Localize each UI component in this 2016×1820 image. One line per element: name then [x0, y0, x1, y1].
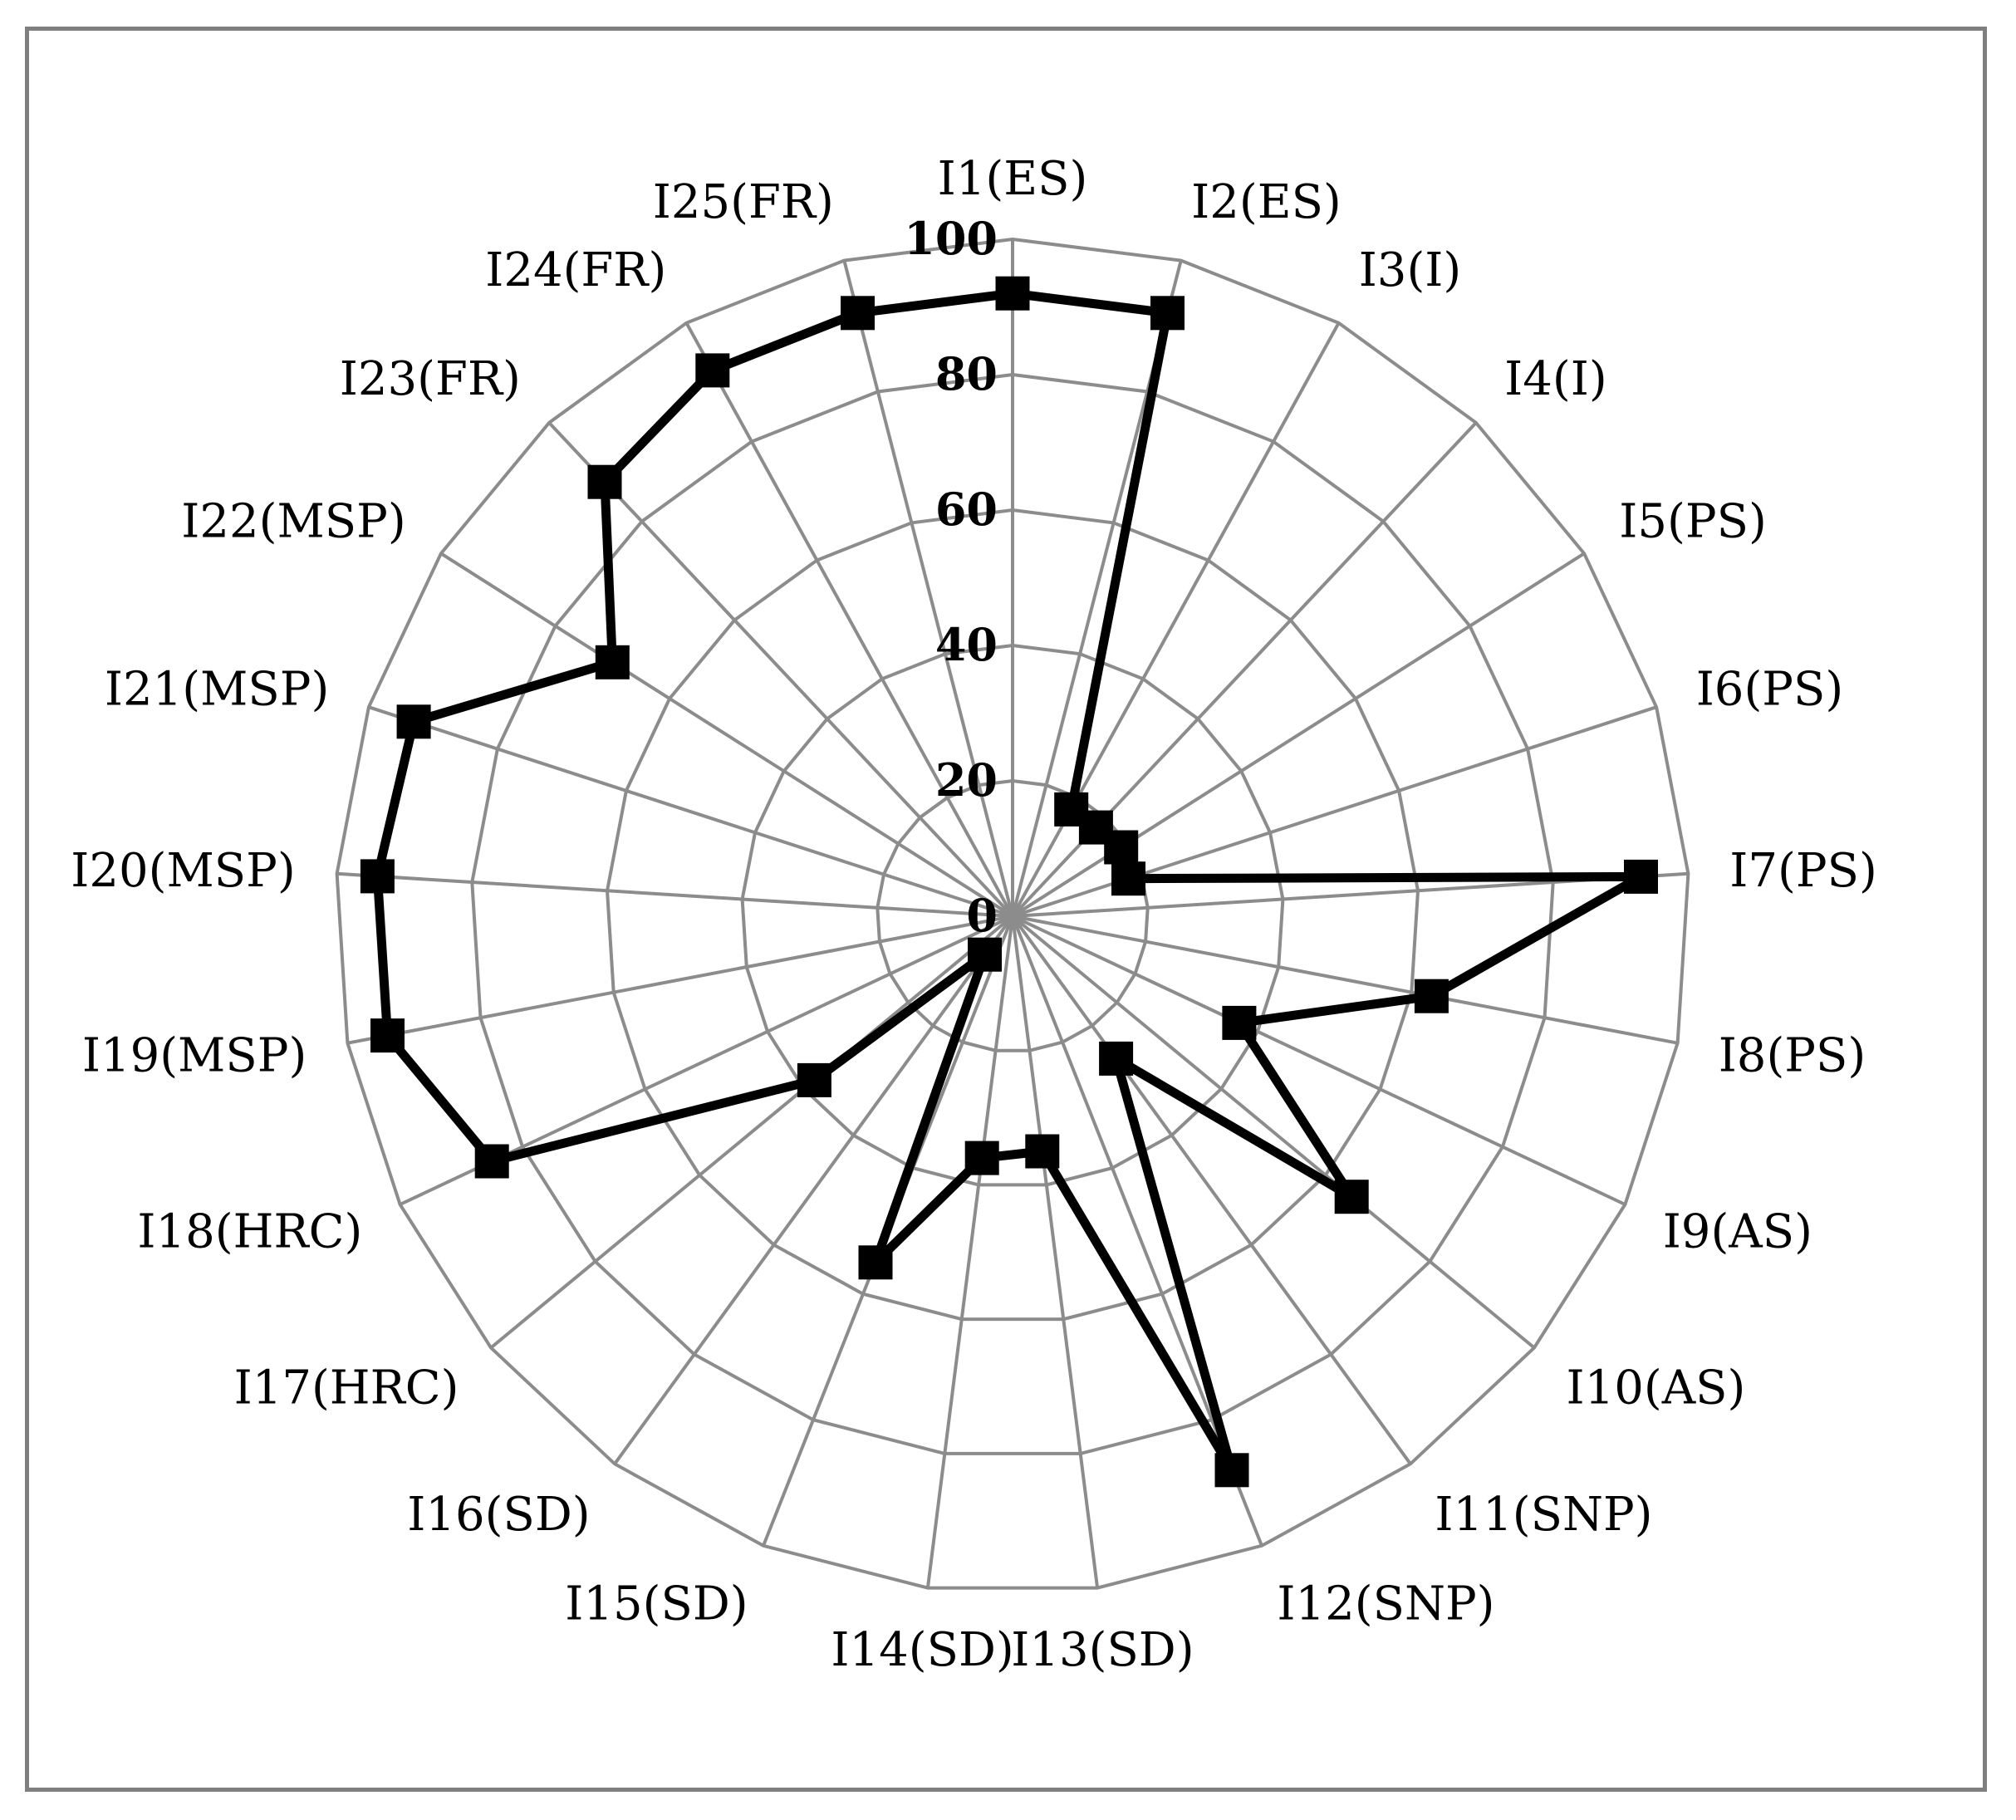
category-label-6: I6(PS)	[1696, 662, 1844, 716]
category-label-4: I4(I)	[1504, 352, 1607, 406]
data-point-21	[396, 704, 431, 739]
data-point-14	[964, 1141, 999, 1175]
category-label-20: I20(MSP)	[71, 844, 295, 898]
data-point-6	[1111, 861, 1145, 896]
spoke-17	[489, 915, 1014, 1350]
data-point-5	[1104, 830, 1139, 865]
tick-label-100: 100	[904, 212, 998, 265]
spoke-20	[336, 871, 1013, 918]
radar-spokes	[336, 239, 1689, 1588]
data-point-15	[858, 1245, 893, 1280]
data-point-3	[1054, 792, 1089, 827]
category-labels: I1(ES) I2(ES) I3(I) I4(I) I5(PS) I6(PS) I7(PS)…	[71, 152, 1877, 1677]
series-line	[372, 288, 1646, 1475]
category-label-15: I15(SD)	[565, 1577, 748, 1631]
spoke-8	[1012, 915, 1678, 1045]
spoke-13	[1011, 915, 1100, 1588]
data-point-17	[797, 1062, 831, 1097]
data-point-24	[695, 353, 730, 388]
category-label-17: I17(HRC)	[234, 1361, 459, 1415]
radial-tick-labels: 0 20 40 60 80 100	[904, 212, 998, 942]
spoke-9	[1012, 915, 1626, 1206]
grid-ring-60	[605, 508, 1420, 1322]
category-label-9: I9(AS)	[1663, 1205, 1812, 1259]
category-label-16: I16(SD)	[407, 1488, 590, 1542]
category-label-7: I7(PS)	[1729, 844, 1877, 898]
data-point-12	[1214, 1453, 1249, 1488]
data-point-16	[968, 937, 1002, 972]
category-label-13: I13(SD)	[1011, 1623, 1194, 1677]
grid-ring-100	[335, 237, 1690, 1590]
tick-label-20: 20	[935, 753, 998, 807]
spoke-10	[1011, 915, 1536, 1350]
spoke-5	[1011, 552, 1586, 918]
spoke-11	[1011, 915, 1412, 1465]
series-plot	[360, 276, 1658, 1488]
data-point-1	[995, 276, 1030, 311]
category-label-22: I22(MSP)	[181, 495, 405, 549]
category-label-19: I19(MSP)	[82, 1029, 307, 1083]
category-label-14: I14(SD)	[831, 1623, 1013, 1677]
data-point-10	[1334, 1180, 1369, 1214]
category-label-18: I18(HRC)	[137, 1205, 362, 1259]
grid-ring-40	[740, 643, 1285, 1187]
category-label-23: I23(FR)	[340, 352, 521, 406]
data-point-9	[1222, 1005, 1257, 1040]
spoke-19	[347, 915, 1013, 1045]
category-label-12: I12(SNP)	[1277, 1577, 1494, 1631]
grid-ring-80	[470, 372, 1555, 1455]
category-label-24: I24(FR)	[485, 243, 666, 297]
data-point-23	[587, 464, 622, 499]
data-point-18	[474, 1144, 509, 1179]
data-point-25	[841, 296, 875, 331]
chart-frame	[25, 27, 1987, 1792]
category-label-25: I25(FR)	[653, 175, 834, 229]
data-point-20	[360, 859, 395, 894]
category-label-8: I8(PS)	[1719, 1029, 1866, 1083]
tick-label-60: 60	[935, 483, 998, 536]
spoke-24	[684, 321, 1014, 917]
data-point-13	[1025, 1134, 1060, 1169]
spoke-25	[842, 260, 1014, 917]
tick-label-80: 80	[935, 347, 998, 400]
spoke-16	[613, 915, 1014, 1465]
data-point-11	[1099, 1041, 1134, 1076]
category-label-1: I1(ES)	[938, 152, 1088, 206]
tick-label-0: 0	[966, 889, 998, 942]
category-label-10: I10(AS)	[1567, 1361, 1746, 1415]
category-label-5: I5(PS)	[1619, 495, 1767, 549]
data-point-19	[370, 1018, 405, 1053]
spoke-21	[368, 705, 1013, 918]
radar-grid	[335, 237, 1690, 1590]
data-point-7	[1624, 859, 1658, 894]
data-point-8	[1414, 979, 1449, 1013]
category-label-11: I11(SNP)	[1435, 1488, 1652, 1542]
data-point-2	[1150, 296, 1185, 331]
spoke-23	[547, 421, 1014, 918]
category-label-2: I2(ES)	[1191, 175, 1342, 229]
tick-label-40: 40	[935, 618, 998, 671]
data-point-22	[595, 645, 630, 679]
category-label-21: I21(MSP)	[105, 662, 329, 716]
spoke-14	[925, 915, 1014, 1588]
category-label-3: I3(I)	[1359, 243, 1462, 297]
spoke-22	[439, 552, 1014, 918]
